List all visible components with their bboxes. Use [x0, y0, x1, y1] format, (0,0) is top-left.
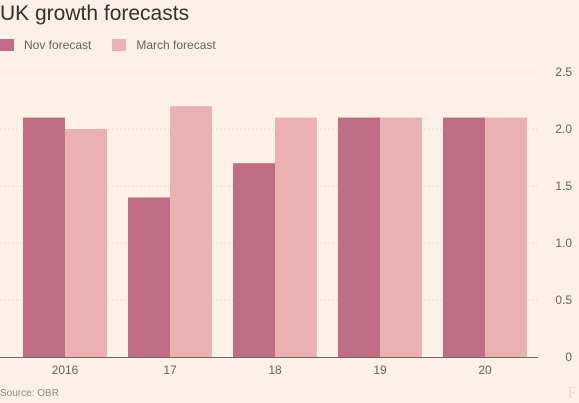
- bar-march-forecast: [275, 117, 317, 357]
- legend: Nov forecast March forecast: [0, 37, 237, 53]
- bar-nov-forecast: [233, 163, 275, 357]
- x-tick-label: 20: [478, 363, 492, 377]
- legend-item-march: March forecast: [112, 38, 216, 52]
- x-tick-label: 2016: [52, 363, 79, 377]
- y-tick-label: 2.5: [555, 65, 572, 79]
- y-tick-label: 1.5: [555, 179, 572, 193]
- bar-march-forecast: [65, 129, 107, 357]
- y-tick-label: 0: [565, 350, 572, 364]
- x-tick-label: 17: [163, 363, 177, 377]
- bar-nov-forecast: [128, 197, 170, 357]
- bar-march-forecast: [170, 106, 212, 357]
- legend-label-nov: Nov forecast: [24, 38, 92, 52]
- chart-title: UK growth forecasts: [0, 2, 190, 25]
- y-tick-label: 2.0: [555, 122, 572, 136]
- y-tick-label: 1.0: [555, 236, 572, 250]
- bar-nov-forecast: [23, 117, 65, 357]
- y-tick-label: 0.5: [555, 293, 572, 307]
- source-note: Source: OBR: [0, 388, 59, 399]
- bar-nov-forecast: [443, 117, 485, 357]
- x-tick-label: 19: [373, 363, 387, 377]
- bar-march-forecast: [485, 117, 527, 357]
- legend-item-nov: Nov forecast: [0, 38, 91, 52]
- ft-logo: F: [567, 383, 577, 402]
- bar-march-forecast: [380, 117, 422, 357]
- x-tick-label: 18: [268, 363, 282, 377]
- legend-swatch-march: [112, 39, 127, 51]
- legend-swatch-nov: [0, 39, 14, 51]
- legend-label-march: March forecast: [136, 38, 216, 52]
- bar-nov-forecast: [338, 117, 380, 357]
